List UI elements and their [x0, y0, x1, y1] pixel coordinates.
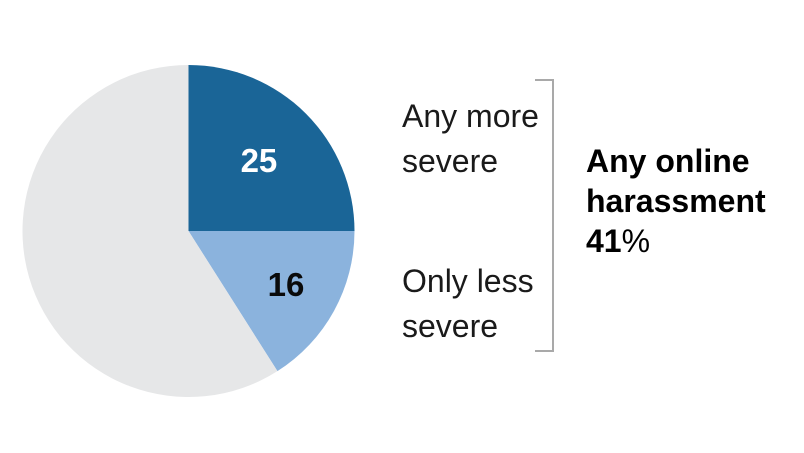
headline-percent-sign: %: [621, 223, 651, 259]
slice-label-any-more-severe: Any more severe: [402, 98, 539, 179]
slice-value-only-less-severe: 16: [268, 266, 305, 303]
headline-text: Any online harassment: [586, 143, 766, 219]
pie-slice-any-more-severe: [188, 65, 355, 231]
pie-slice-only-less-severe: [188, 231, 355, 372]
pie-slice-remainder: [22, 65, 278, 397]
slice-value-any-more-severe: 25: [241, 142, 278, 179]
bracket: [535, 79, 554, 352]
headline-value: 41: [586, 223, 622, 259]
headline-annotation: Any online harassment 41%: [586, 141, 766, 261]
slice-label-only-less-severe: Only less severe: [402, 263, 534, 344]
